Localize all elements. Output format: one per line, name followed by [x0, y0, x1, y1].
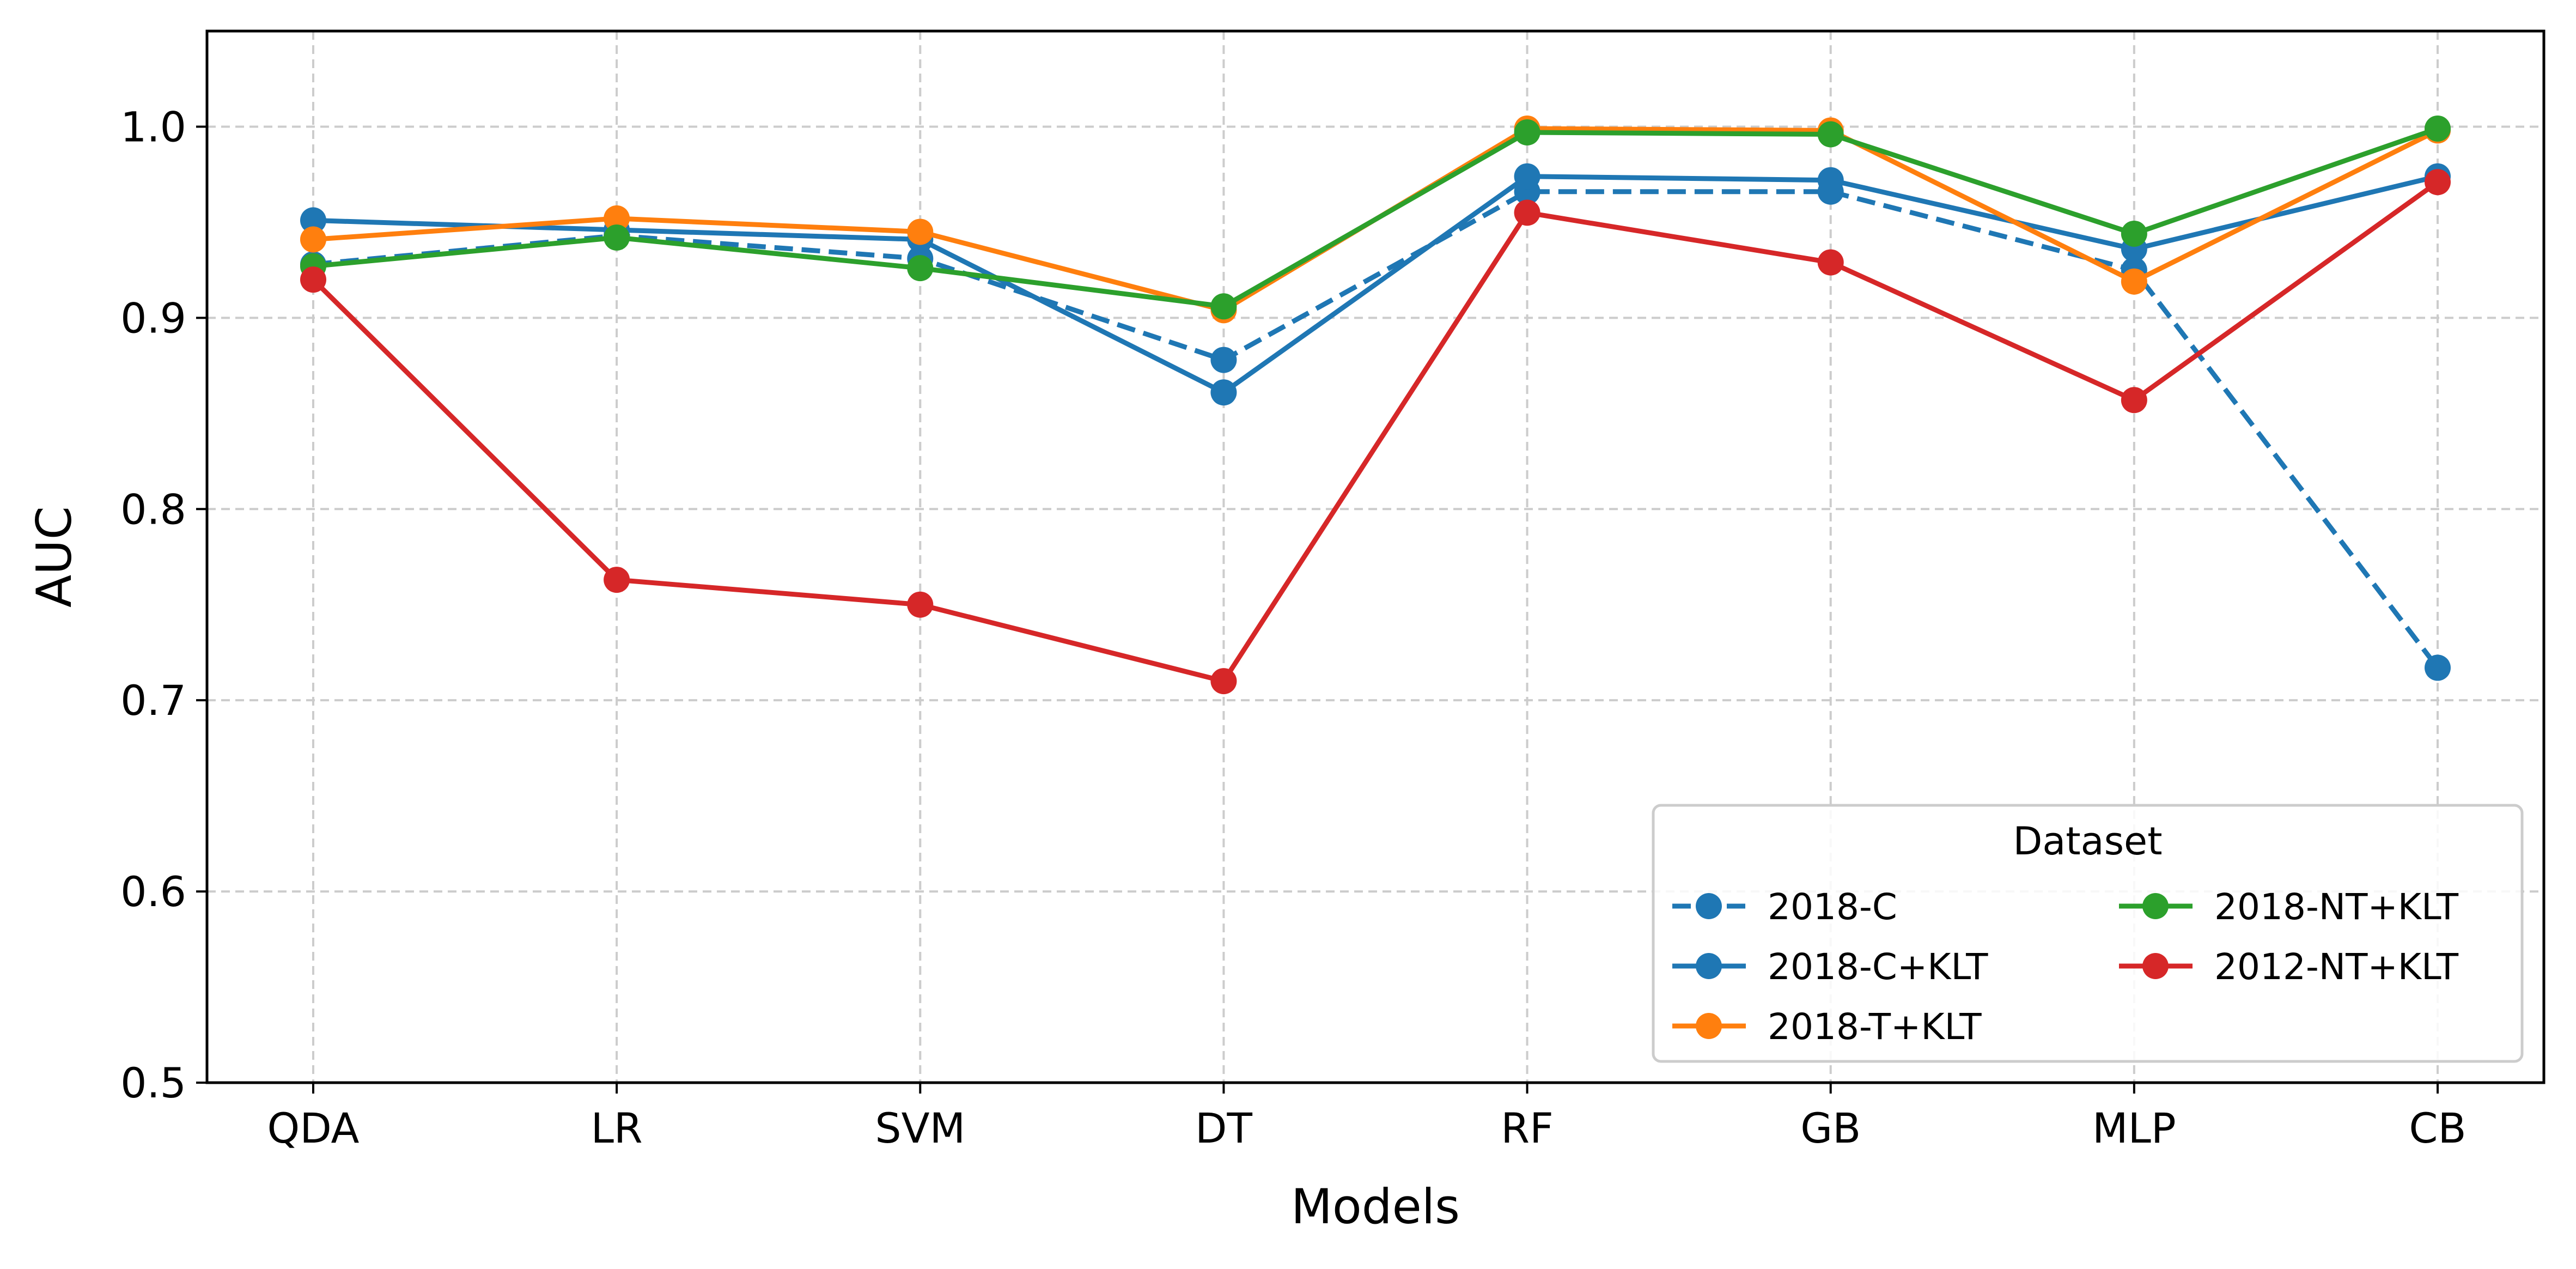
data-point	[1817, 121, 1844, 148]
data-point	[1817, 249, 1844, 276]
data-point	[2425, 654, 2451, 681]
y-axis-label: AUC	[26, 506, 82, 608]
data-point	[907, 255, 934, 282]
data-point	[604, 224, 630, 251]
series-2012-nt-klt	[300, 169, 2451, 695]
data-point	[1514, 163, 1540, 190]
ticks-layer: QDA LR SVM DT RF GB MLP CB 0.5 0.6 0.7 0.8 0.9 1.0	[120, 102, 2466, 1152]
data-point	[300, 207, 326, 234]
y-tick-label: 1.0	[120, 102, 186, 151]
data-point	[1514, 119, 1540, 145]
y-tick-label: 0.7	[120, 676, 186, 725]
series-line	[313, 174, 2439, 395]
x-tick-label: DT	[1195, 1104, 1253, 1152]
legend-item: 2018-C+KLT	[1672, 946, 1988, 988]
data-point	[604, 567, 630, 593]
data-point	[2425, 115, 2451, 142]
legend-label: 2018-NT+KLT	[2214, 886, 2459, 928]
data-point	[300, 226, 326, 253]
x-tick-label: CB	[2409, 1104, 2466, 1152]
legend-box	[1652, 804, 2524, 1063]
legend-item: 2012-NT+KLT	[2119, 946, 2459, 988]
legend-swatch-marker	[2142, 953, 2169, 979]
data-point	[1210, 293, 1237, 320]
data-point	[2121, 268, 2147, 295]
data-point	[604, 205, 630, 232]
data-point	[1514, 199, 1540, 226]
x-axis-label: Models	[1291, 1179, 1460, 1235]
legend-label: 2012-NT+KLT	[2214, 946, 2459, 988]
legend-label: 2018-C+KLT	[1768, 946, 1988, 988]
data-point	[907, 591, 934, 618]
data-point	[2121, 220, 2147, 247]
y-tick-label: 0.6	[120, 867, 186, 916]
data-point	[1210, 379, 1237, 406]
x-tick-label: QDA	[267, 1104, 360, 1152]
data-point	[300, 266, 326, 293]
x-tick-label: GB	[1800, 1104, 1861, 1152]
y-tick-label: 0.5	[120, 1059, 186, 1107]
x-tick-label: RF	[1501, 1104, 1554, 1152]
series-line	[311, 180, 2439, 684]
legend-swatch-marker	[1696, 893, 1722, 919]
legend-swatch-marker	[2142, 893, 2169, 919]
data-point	[1817, 167, 1844, 193]
y-tick-label: 0.8	[120, 485, 186, 533]
data-point	[2121, 387, 2147, 414]
legend-swatch-marker	[1696, 953, 1722, 979]
data-point	[1210, 668, 1237, 695]
x-tick-label: LR	[591, 1104, 643, 1152]
legend-title: Dataset	[2013, 819, 2162, 864]
y-tick-label: 0.9	[120, 294, 186, 342]
legend-item: 2018-T+KLT	[1672, 1006, 1982, 1048]
plot-frame	[205, 29, 2545, 1084]
x-tick-label: SVM	[875, 1104, 965, 1152]
legend: Dataset 2018-C 2018-C+KLT 2018-T+KLT 2018-NT…	[1652, 804, 2524, 1063]
series-2018-nt-klt	[300, 115, 2451, 320]
series-line	[313, 126, 2439, 309]
legend-label: 2018-T+KLT	[1768, 1006, 1982, 1048]
legend-item: 2018-C	[1672, 886, 1897, 928]
x-tick-label: MLP	[2092, 1104, 2176, 1152]
series-layer	[300, 115, 2451, 695]
data-point	[907, 218, 934, 245]
legend-item: 2018-NT+KLT	[2119, 886, 2459, 928]
legend-label: 2018-C	[1768, 886, 1897, 928]
legend-swatch-marker	[1696, 1013, 1722, 1039]
data-point	[2425, 169, 2451, 196]
data-point	[1210, 347, 1237, 373]
